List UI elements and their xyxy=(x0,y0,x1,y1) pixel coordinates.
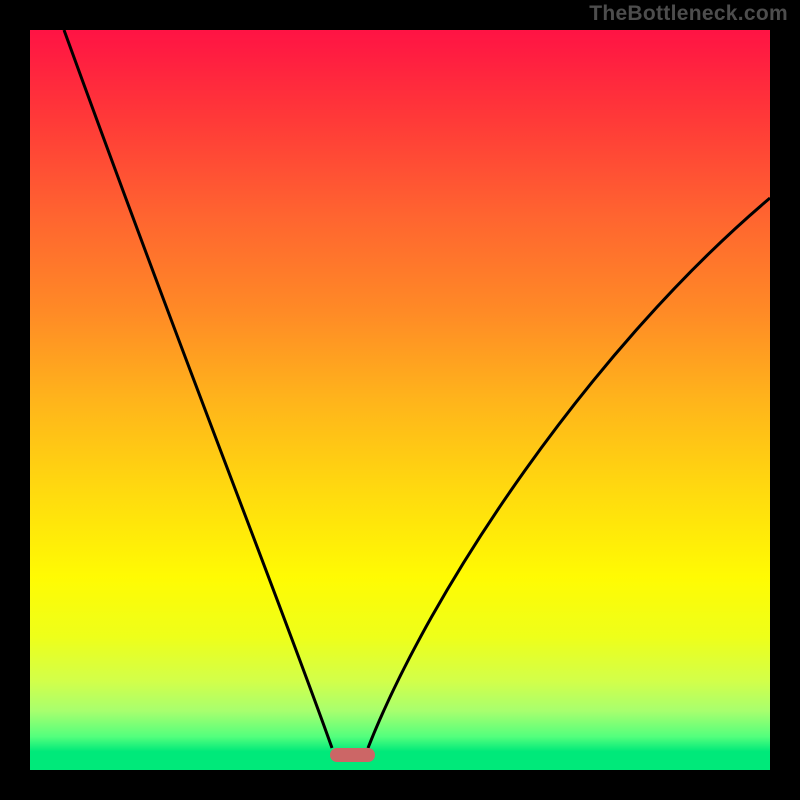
watermark-text: TheBottleneck.com xyxy=(589,2,788,26)
bottleneck-chart: TheBottleneck.com xyxy=(0,0,800,800)
chart-svg xyxy=(0,0,800,800)
optimum-marker xyxy=(330,748,375,762)
chart-gradient-background xyxy=(30,30,770,770)
